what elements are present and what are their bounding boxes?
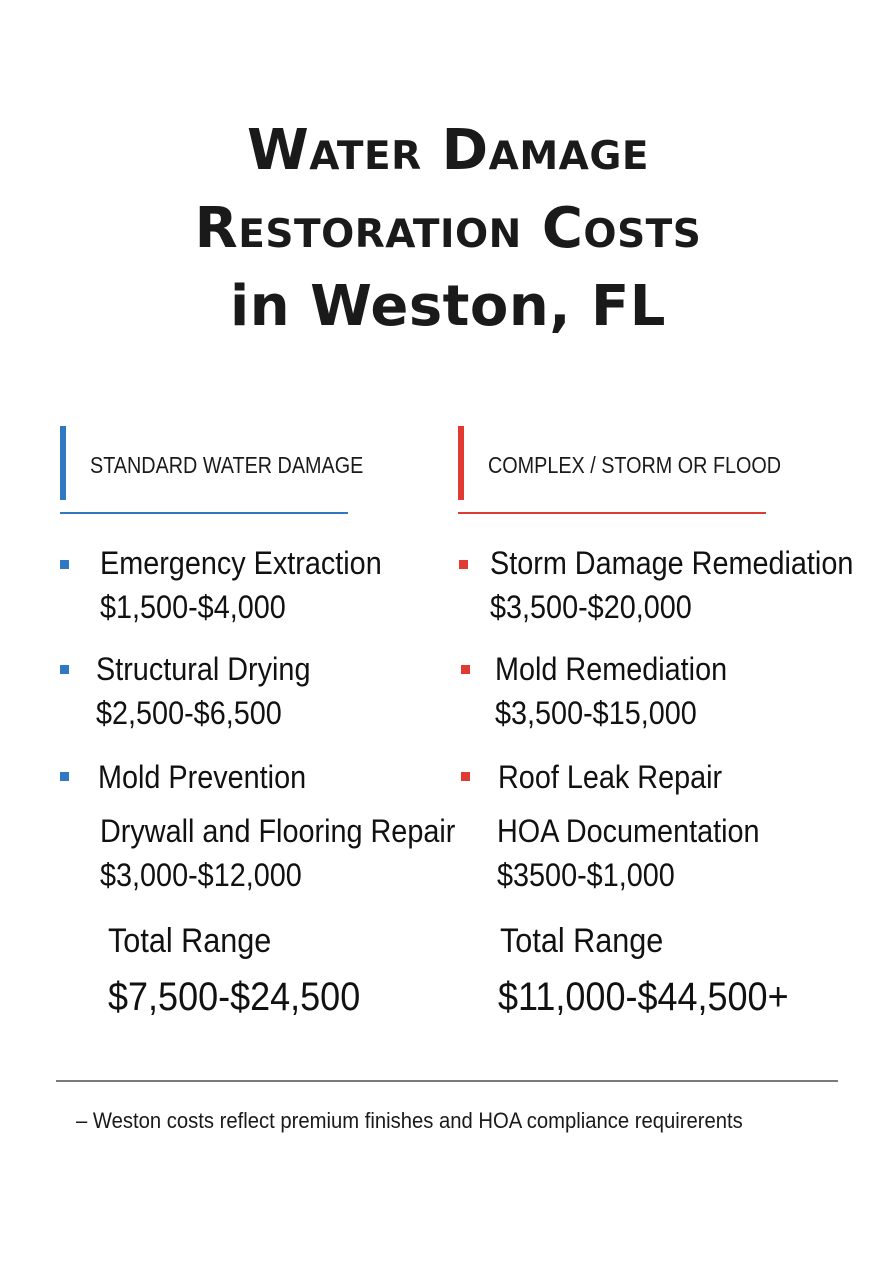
bullet-icon: [461, 772, 470, 781]
list-item: Mold Prevention: [98, 756, 329, 798]
complex-header-rule: [458, 512, 766, 514]
list-item: Storm Damage Remediation $3,500-$20,000: [490, 542, 894, 628]
item-name: Emergency Extraction: [100, 545, 382, 581]
title-line-3: in Weston, FL: [230, 274, 666, 339]
title-line-2: Restoration Costs: [194, 196, 702, 261]
item-name: Mold Prevention: [98, 759, 307, 795]
list-item: HOA Documentation $3500-$1,000: [497, 810, 789, 896]
bullet-icon: [60, 772, 69, 781]
standard-header-label: STANDARD WATER DAMAGE: [90, 452, 364, 478]
complex-header-label: COMPLEX / STORM OR FLOOD: [488, 452, 782, 478]
footer-divider: [56, 1080, 838, 1082]
item-name: Structural Drying: [96, 651, 311, 687]
bullet-icon: [461, 665, 470, 674]
list-item: Emergency Extraction $1,500-$4,000: [100, 542, 413, 628]
footnote: – Weston costs reflect premium finishes …: [76, 1108, 743, 1133]
complex-total-value: $11,000-$44,500+: [498, 975, 789, 1019]
complex-total-label: Total Range: [500, 922, 664, 960]
item-name: HOA Documentation: [497, 813, 760, 849]
list-item: Drywall and Flooring Repair $3,000-$12,0…: [100, 810, 495, 896]
bullet-icon: [60, 665, 69, 674]
item-price: $3,500-$20,000: [490, 589, 692, 625]
list-item: Mold Remediation $3,500-$15,000: [495, 648, 753, 734]
page-title: Water Damage Restoration Costs in Weston…: [0, 112, 896, 346]
standard-total-label: Total Range: [108, 922, 272, 960]
item-price: $3,500-$15,000: [495, 695, 697, 731]
bullet-icon: [60, 560, 69, 569]
item-price: $2,500-$6,500: [96, 695, 282, 731]
item-name: Mold Remediation: [495, 651, 728, 687]
item-name: Storm Damage Remediation: [490, 545, 854, 581]
list-item: Structural Drying $2,500-$6,500: [96, 648, 334, 734]
standard-total-value: $7,500-$24,500: [108, 975, 361, 1019]
standard-accent-bar: [60, 426, 66, 500]
item-price: $1,500-$4,000: [100, 589, 286, 625]
title-line-1: Water Damage: [246, 118, 649, 183]
item-price: $3500-$1,000: [497, 857, 675, 893]
item-name: Drywall and Flooring Repair: [100, 813, 456, 849]
standard-header-rule: [60, 512, 348, 514]
complex-accent-bar: [458, 426, 464, 500]
item-name: Roof Leak Repair: [498, 759, 723, 795]
bullet-icon: [459, 560, 468, 569]
list-item: Roof Leak Repair: [498, 756, 747, 798]
item-price: $3,000-$12,000: [100, 857, 302, 893]
